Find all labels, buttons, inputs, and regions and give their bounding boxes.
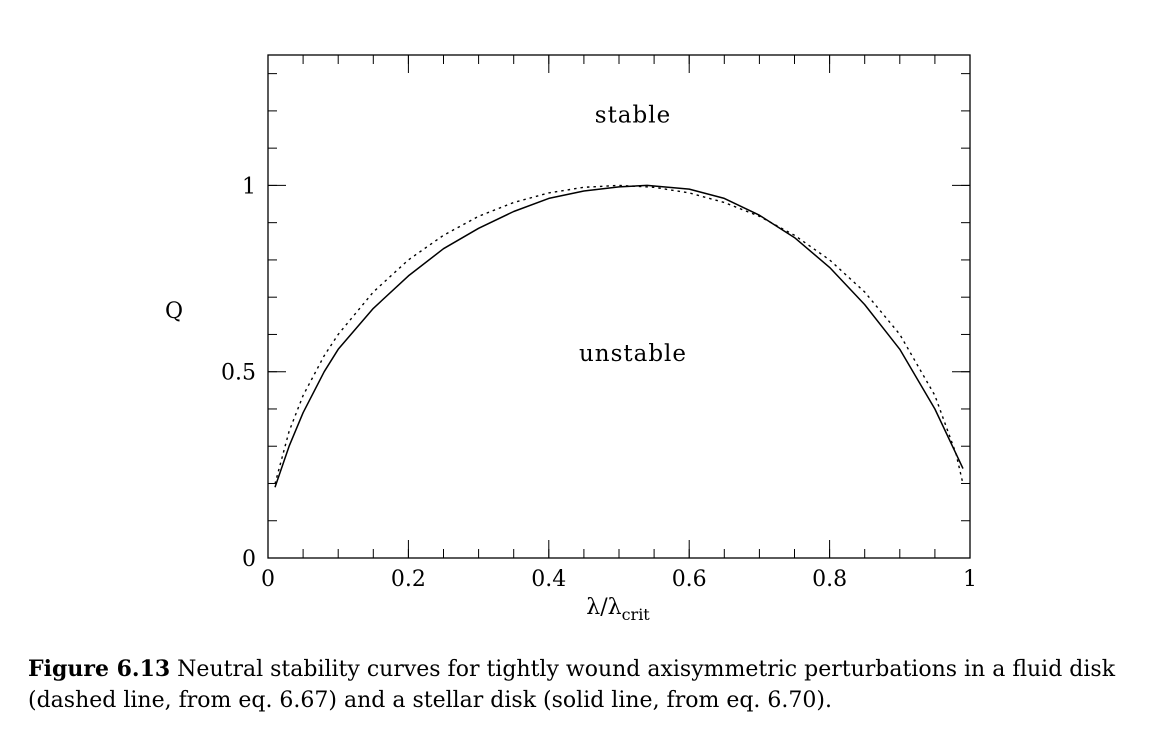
y-tick-label: 1 <box>242 174 256 199</box>
x-tick-label: 0.8 <box>812 567 847 592</box>
x-tick-label: 1 <box>963 567 977 592</box>
y-tick-label: 0.5 <box>221 361 256 386</box>
x-tick-label: 0.4 <box>531 567 566 592</box>
curve-dashed <box>274 184 964 485</box>
x-axis-label-subscript: crit <box>622 605 651 624</box>
figure-caption: Figure 6.13 Neutral stability curves for… <box>28 654 1128 716</box>
y-tick-label: 0 <box>242 547 256 572</box>
x-tick-label: 0 <box>261 567 275 592</box>
annotation-stable: stable <box>595 103 671 129</box>
y-axis-label: Q <box>165 299 183 324</box>
x-axis-label: λ/λcrit <box>586 595 650 624</box>
plot-frame <box>267 54 971 559</box>
curve-solid <box>274 184 964 488</box>
tick-labels: 0 0.2 0.4 0.6 0.8 1 0 0.5 1 <box>221 174 977 592</box>
x-axis-label-main: λ/λ <box>586 595 621 620</box>
series-layer <box>274 184 964 488</box>
caption-text: Neutral stability curves for tightly wou… <box>28 657 1116 713</box>
minor-ticks <box>268 55 970 558</box>
caption-label: Figure 6.13 <box>28 656 171 682</box>
annotation-unstable: unstable <box>579 341 687 367</box>
annotations: stable unstable <box>579 103 687 367</box>
x-tick-label: 0.2 <box>391 567 426 592</box>
x-tick-label: 0.6 <box>672 567 707 592</box>
major-ticks <box>267 55 971 559</box>
stability-chart: 0 0.2 0.4 0.6 0.8 1 0 0.5 1 stable unstable Q λ/λ… <box>165 54 977 624</box>
